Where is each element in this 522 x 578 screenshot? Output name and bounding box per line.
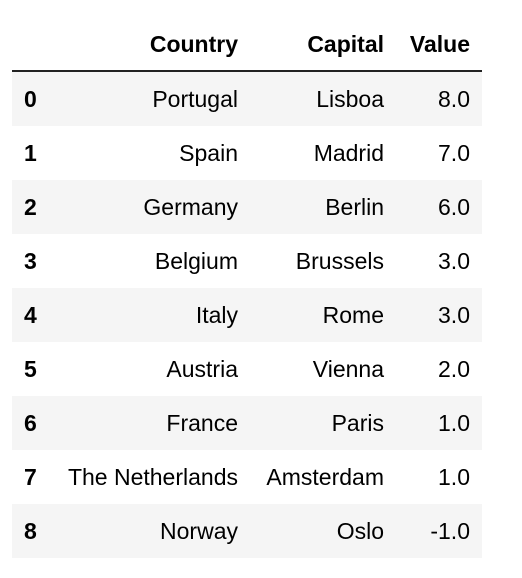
cell-country: The Netherlands	[67, 463, 238, 490]
row-index: 1	[24, 139, 37, 166]
column-header-country: Country	[50, 18, 250, 72]
cell-country: Portugal	[152, 85, 238, 112]
cell-value: 1.0	[438, 463, 470, 490]
row-index: 8	[24, 517, 37, 544]
table-row: 7 The Netherlands Amsterdam 1.0	[12, 450, 482, 504]
row-index: 6	[24, 409, 37, 436]
table-row: 8 Norway Oslo -1.0	[12, 504, 482, 558]
table-row: 0 Portugal Lisboa 8.0	[12, 71, 482, 126]
index-header	[12, 18, 50, 72]
row-index: 2	[24, 193, 37, 220]
table-body: 0 Portugal Lisboa 8.0 1 Spain Madrid 7.0…	[12, 71, 482, 558]
cell-value: 8.0	[438, 85, 470, 112]
table-row: 5 Austria Vienna 2.0	[12, 342, 482, 396]
cell-value: 6.0	[438, 193, 470, 220]
table-header: Country Capital Value	[12, 18, 482, 72]
cell-country: Spain	[179, 139, 238, 166]
cell-value: 3.0	[438, 301, 470, 328]
header-row: Country Capital Value	[12, 18, 482, 72]
cell-country: Italy	[195, 301, 238, 328]
cell-capital: Amsterdam	[266, 463, 384, 490]
table-row: 6 France Paris 1.0	[12, 396, 482, 450]
cell-country: Austria	[166, 355, 238, 382]
row-index: 4	[24, 301, 37, 328]
cell-value: 2.0	[438, 355, 470, 382]
table-row: 2 Germany Berlin 6.0	[12, 180, 482, 234]
cell-country: Norway	[160, 517, 238, 544]
row-index: 0	[24, 85, 37, 112]
cell-value: 1.0	[438, 409, 470, 436]
row-index: 5	[24, 355, 37, 382]
table-row: 3 Belgium Brussels 3.0	[12, 234, 482, 288]
column-header-value: Value	[396, 18, 482, 72]
cell-value: -1.0	[430, 517, 470, 544]
table-row: 4 Italy Rome 3.0	[12, 288, 482, 342]
row-index: 7	[24, 463, 37, 490]
cell-capital: Oslo	[336, 517, 384, 544]
cell-country: France	[166, 409, 238, 436]
dataframe-table: Country Capital Value 0 Portugal Lisboa …	[12, 18, 482, 558]
table-row: 1 Spain Madrid 7.0	[12, 126, 482, 180]
cell-capital: Rome	[322, 301, 384, 328]
cell-capital: Lisboa	[316, 85, 384, 112]
cell-capital: Berlin	[325, 193, 384, 220]
cell-country: Germany	[143, 193, 238, 220]
cell-capital: Brussels	[295, 247, 384, 274]
row-index: 3	[24, 247, 37, 274]
cell-capital: Paris	[331, 409, 384, 436]
cell-value: 3.0	[438, 247, 470, 274]
cell-value: 7.0	[438, 139, 470, 166]
cell-capital: Madrid	[313, 139, 384, 166]
cell-country: Belgium	[154, 247, 238, 274]
cell-capital: Vienna	[312, 355, 384, 382]
column-header-capital: Capital	[250, 18, 396, 72]
